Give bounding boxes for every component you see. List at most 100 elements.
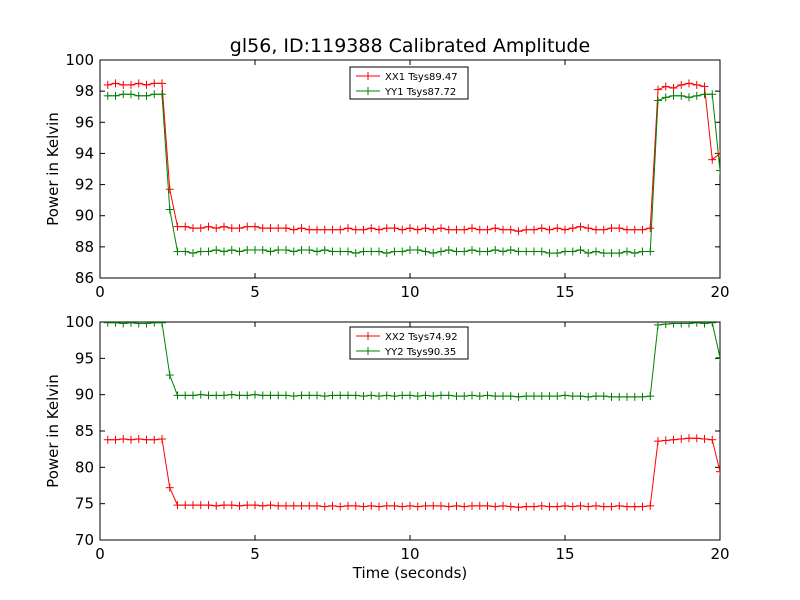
- data-point: [506, 502, 515, 511]
- data-point: [669, 91, 678, 100]
- data-point: [142, 322, 151, 328]
- data-point: [429, 249, 438, 258]
- data-point: [134, 322, 143, 328]
- data-point: [708, 155, 717, 164]
- data-point: [165, 483, 174, 492]
- data-point: [452, 501, 461, 510]
- y-tick-label: 70: [75, 531, 94, 549]
- data-point: [553, 502, 562, 511]
- data-point: [437, 224, 445, 233]
- data-point: [282, 501, 290, 510]
- data-point: [584, 224, 593, 233]
- y-axis-label: Power in Kelvin: [44, 112, 62, 226]
- x-axis-label: Time (seconds): [352, 564, 468, 582]
- data-point: [134, 91, 143, 100]
- data-point: [382, 224, 391, 233]
- data-point: [483, 501, 492, 510]
- data-point: [522, 247, 531, 256]
- x-tick-label: 15: [555, 283, 574, 301]
- data-point: [375, 502, 383, 511]
- data-point: [243, 222, 252, 231]
- data-point: [654, 96, 662, 105]
- data-point: [685, 434, 693, 443]
- data-point: [537, 224, 546, 233]
- data-point: [266, 391, 275, 400]
- data-point: [491, 502, 500, 511]
- data-point: [514, 247, 523, 256]
- data-point: [119, 434, 128, 443]
- data-point: [111, 91, 120, 100]
- data-point: [522, 225, 531, 234]
- data-point: [142, 80, 151, 89]
- data-point: [220, 501, 228, 510]
- data-point: [623, 392, 631, 401]
- data-point: [522, 502, 531, 511]
- data-point: [344, 501, 352, 510]
- data-point: [615, 392, 624, 401]
- data-point: [274, 224, 283, 233]
- y-axis-label: Power in Kelvin: [44, 374, 62, 488]
- data-point: [351, 225, 360, 234]
- data-point: [390, 392, 399, 401]
- data-point: [103, 322, 112, 327]
- data-point: [305, 225, 314, 234]
- data-point: [716, 467, 720, 476]
- data-point: [313, 391, 321, 400]
- x-tick-label: 0: [95, 545, 105, 563]
- data-point: [421, 224, 430, 233]
- data-point: [444, 391, 453, 400]
- data-point: [212, 224, 221, 233]
- data-point: [289, 247, 298, 256]
- chart-panel-top: 0 5 10 15 20 86 88 90 92 94 96 98 100 Power in Kelvin…: [44, 51, 730, 301]
- data-point: [615, 501, 624, 510]
- data-point: [258, 224, 267, 233]
- data-point: [181, 501, 190, 510]
- data-point: [545, 249, 554, 258]
- data-point: [390, 501, 399, 510]
- data-point: [251, 245, 259, 254]
- data-point: [607, 224, 616, 233]
- data-point: [235, 391, 244, 400]
- data-point: [646, 224, 655, 233]
- data-point: [576, 245, 585, 254]
- data-point: [181, 247, 190, 256]
- data-point: [646, 501, 655, 510]
- data-point: [274, 245, 283, 254]
- data-point: [630, 392, 639, 401]
- data-point: [382, 501, 391, 510]
- data-point: [576, 222, 585, 231]
- data-point: [568, 502, 577, 511]
- data-point: [669, 84, 678, 93]
- data-point: [537, 247, 546, 256]
- y-tick-label: 98: [75, 82, 94, 100]
- data-point: [134, 79, 143, 88]
- data-point: [700, 322, 709, 328]
- data-point: [266, 247, 275, 256]
- series-1: [103, 79, 720, 236]
- data-point: [545, 392, 554, 401]
- data-point: [328, 501, 337, 510]
- data-point: [599, 225, 608, 234]
- data-point: [460, 225, 469, 234]
- x-tick-label: 5: [250, 545, 260, 563]
- data-point: [638, 502, 647, 511]
- data-point: [375, 225, 383, 234]
- data-point: [336, 502, 345, 511]
- data-point: [576, 392, 585, 401]
- data-point: [212, 391, 221, 400]
- data-point: [150, 322, 159, 327]
- data-point: [359, 392, 368, 401]
- data-point: [413, 392, 422, 401]
- data-point: [227, 224, 236, 233]
- data-point: [289, 501, 298, 510]
- data-point: [173, 247, 182, 256]
- data-point: [227, 390, 236, 399]
- chart-panel-bottom: 0 5 10 15 20 70 75 80 85 90 95 100 Power in Kelvin XX…: [44, 313, 730, 563]
- data-point: [623, 225, 631, 234]
- data-point: [398, 247, 407, 256]
- data-point: [212, 245, 221, 254]
- data-point: [406, 245, 414, 254]
- data-point: [530, 502, 538, 511]
- data-point: [545, 225, 554, 234]
- data-point: [336, 247, 345, 256]
